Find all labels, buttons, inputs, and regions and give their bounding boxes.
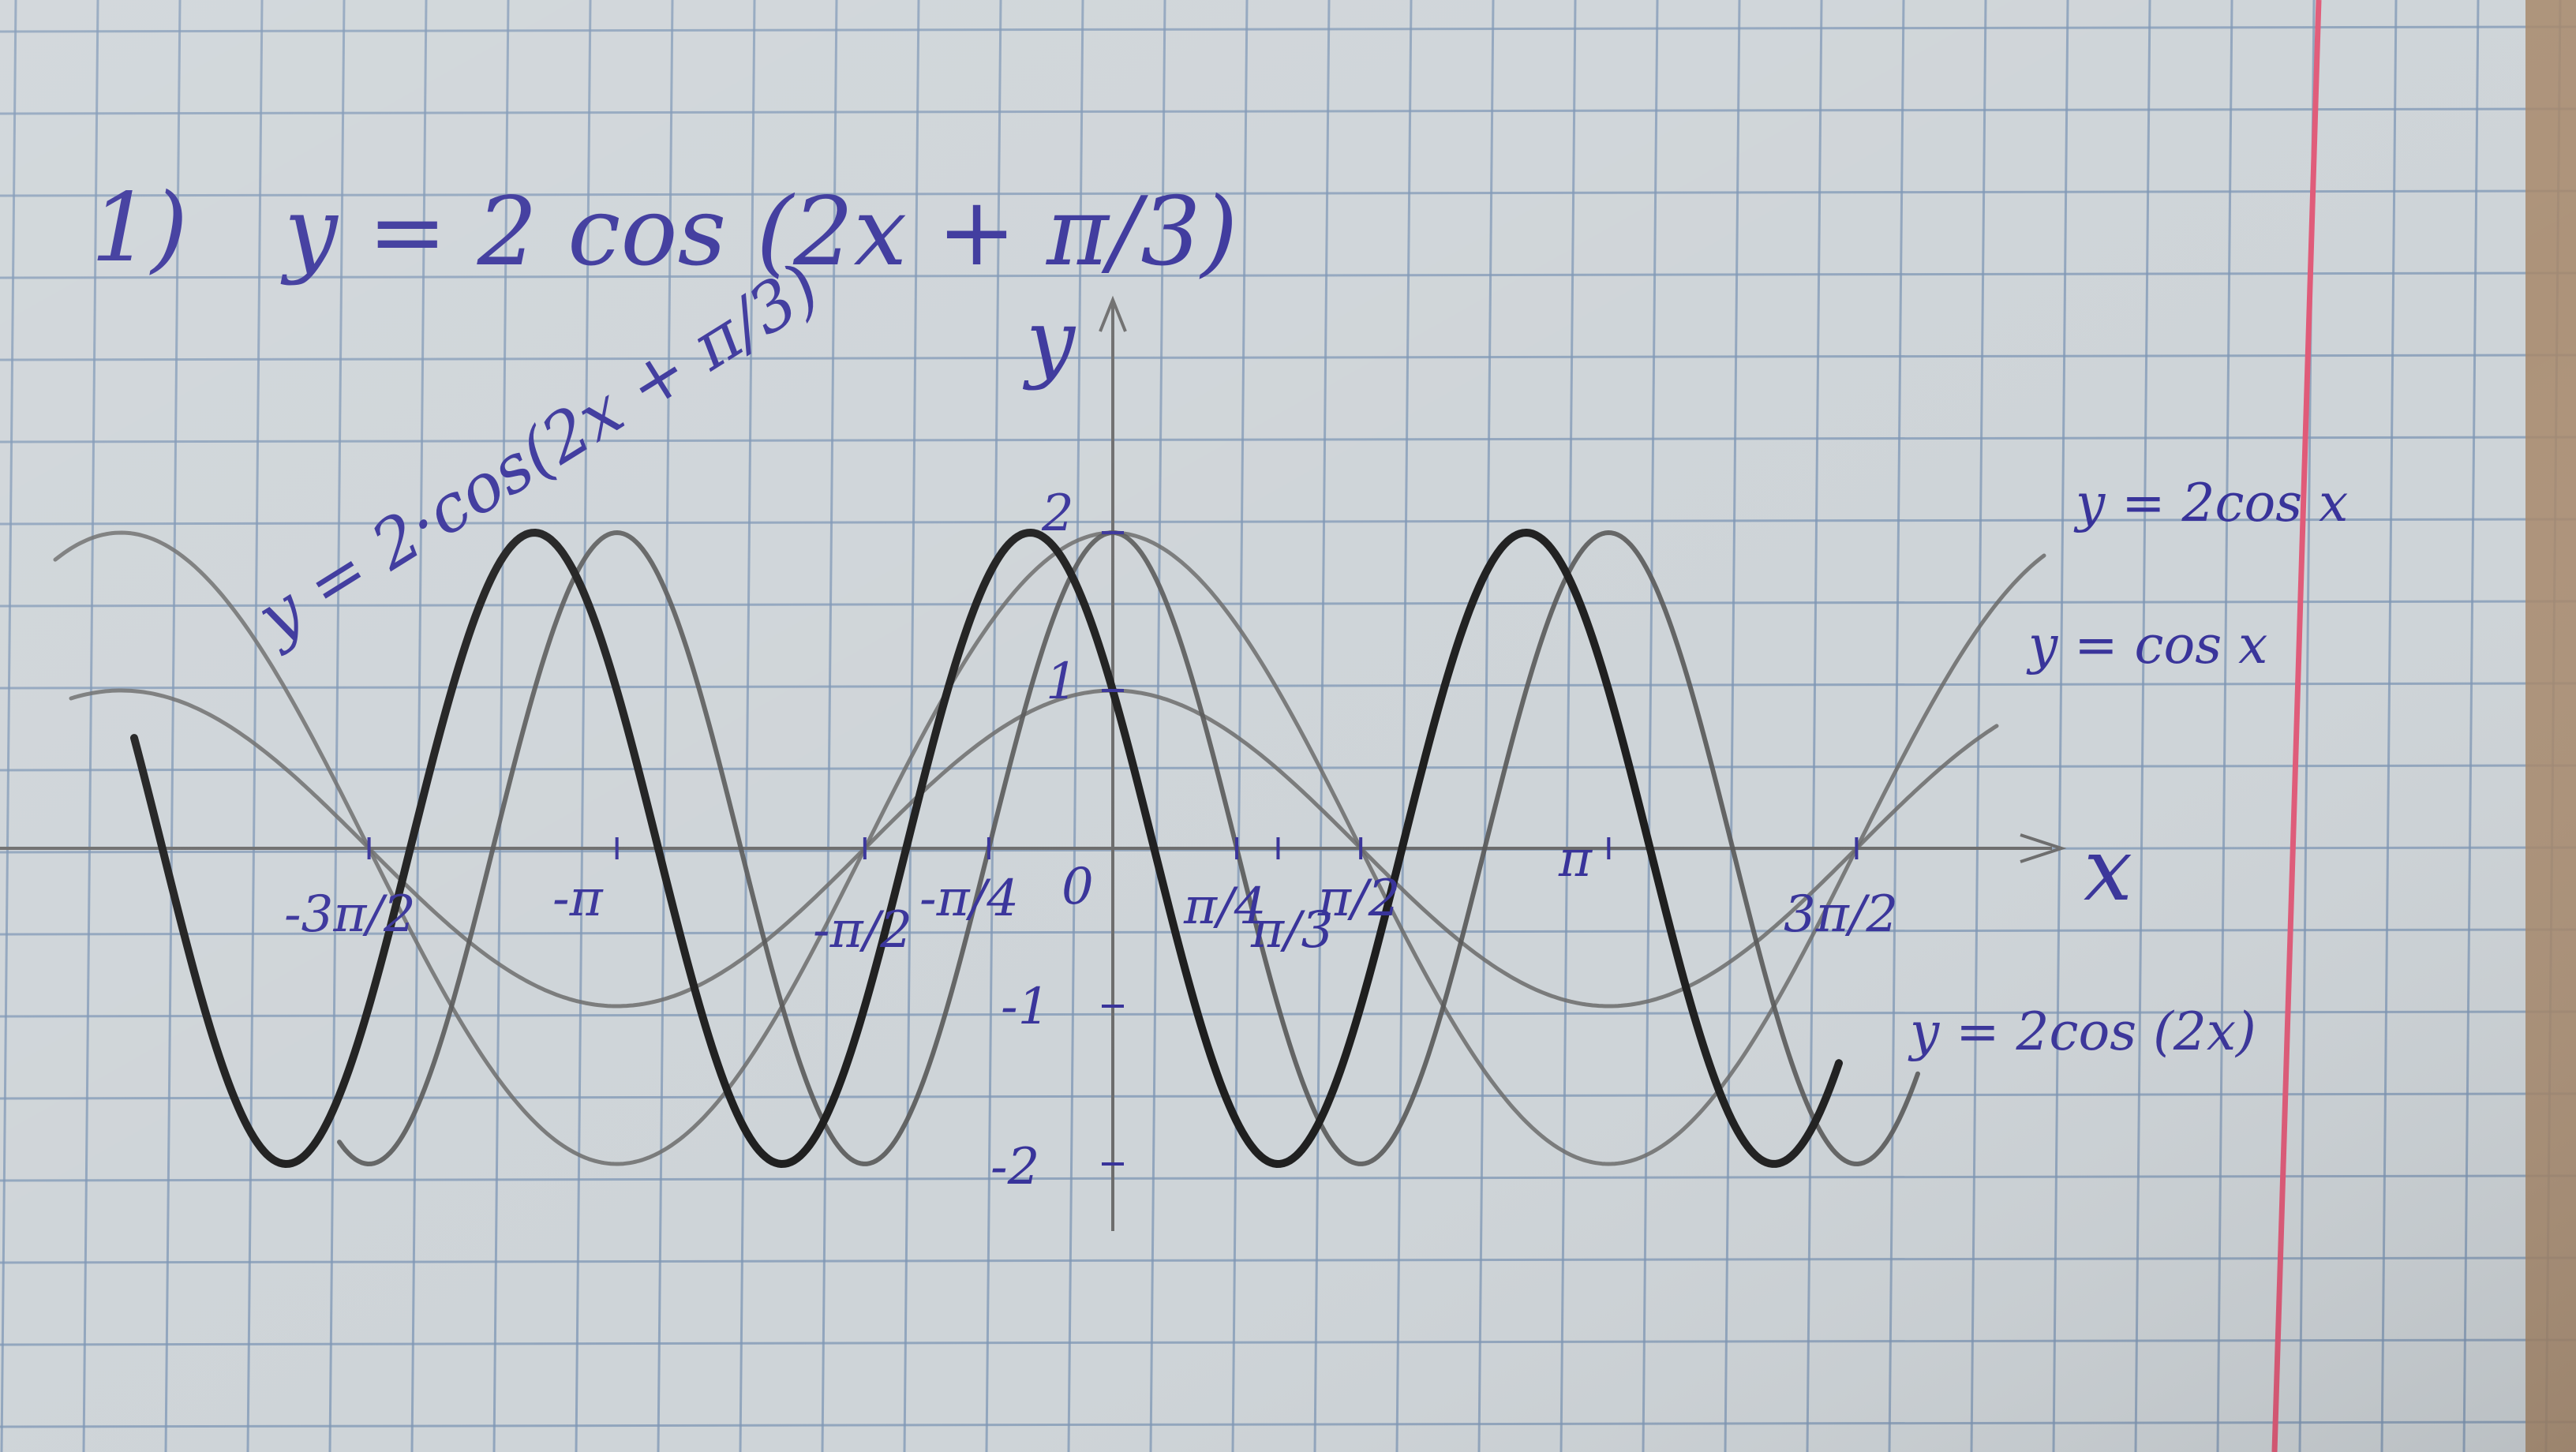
y-tick-label: 1 — [1046, 653, 1078, 711]
y-axis-label: y — [1022, 290, 1076, 391]
y-tick-label: 2 — [1041, 485, 1074, 543]
x-tick-label: -π — [552, 870, 604, 928]
x-axis-label: x — [2084, 819, 2132, 920]
problem-number: 1) — [91, 174, 188, 283]
2cos-2x-label: y = 2cos (2x) — [1908, 1001, 2256, 1062]
x-tick-label: -π/2 — [813, 901, 912, 960]
cos-x-label: y = cos x — [2026, 615, 2267, 675]
y-tick-label: -1 — [1001, 978, 1050, 1036]
x-tick-label: -3π/2 — [284, 885, 416, 944]
2cos-x-label: y = 2cos x — [2073, 473, 2348, 533]
x-tick-label: π — [1558, 830, 1593, 889]
x-tick-label: 3π/2 — [1784, 885, 1898, 944]
y-tick-label: -2 — [990, 1138, 1039, 1196]
x-tick-label: π/2 — [1317, 870, 1400, 928]
origin-label: 0 — [1061, 858, 1094, 916]
desk-edge — [2525, 0, 2576, 1452]
x-tick-label: -π/4 — [919, 870, 1019, 928]
